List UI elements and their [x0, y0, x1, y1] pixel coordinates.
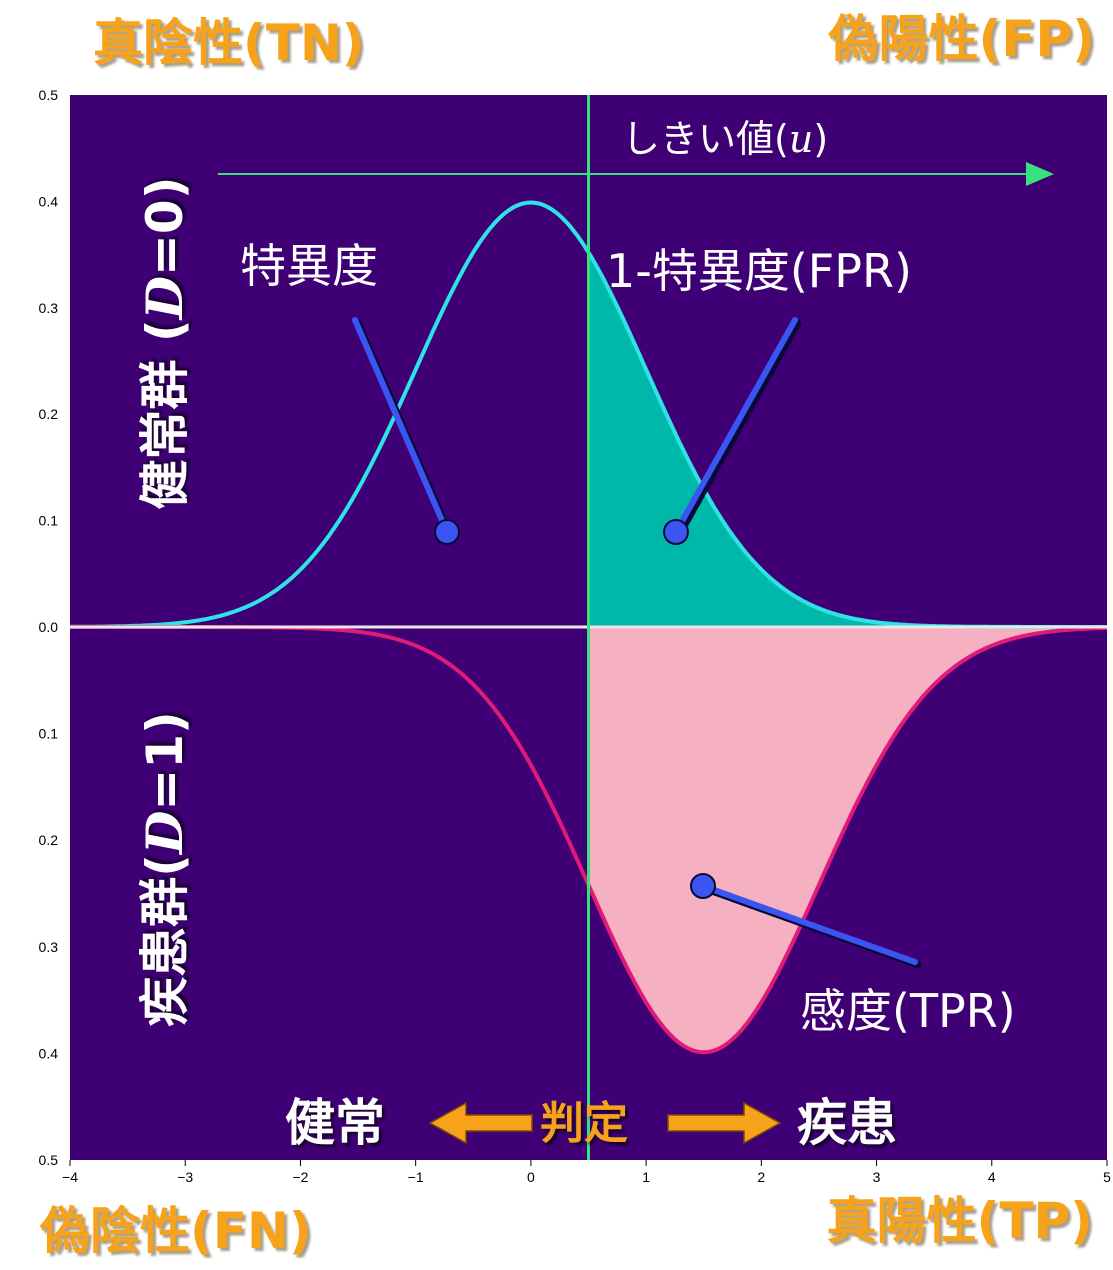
y-tick-label-upper: 0.0	[39, 619, 59, 635]
fpr-label: 1-特異度(FPR)	[606, 244, 912, 298]
corner-label-fp: 偽陽性(FP)	[828, 10, 1095, 68]
y-tick-label-lower: 0.2	[39, 832, 59, 848]
sensitivity-label: 感度(TPR)	[800, 984, 1016, 1038]
x-tick-label: −3	[177, 1169, 193, 1185]
pointer-fpr-dot	[663, 519, 689, 545]
pointer-sensitivity-line	[700, 883, 918, 965]
judge-center-label: 判定	[540, 1098, 628, 1149]
x-tick-label: 4	[988, 1169, 996, 1185]
y-tick-label-lower: 0.3	[39, 939, 59, 955]
y-tick-label-upper: 0.2	[39, 406, 59, 422]
x-tick-label: 2	[757, 1169, 765, 1185]
x-tick-label: −1	[408, 1169, 424, 1185]
corner-label-tn: 真陰性(TN)	[93, 14, 365, 72]
judge-healthy-label: 健常	[285, 1094, 385, 1152]
healthy-fpr-area	[588, 252, 1107, 627]
y-tick-label-upper: 0.5	[39, 87, 59, 103]
pointer-sensitivity-dot	[690, 873, 716, 899]
y-tick-label-lower: 0.5	[39, 1152, 59, 1168]
specificity-label: 特異度	[240, 239, 378, 293]
x-tick-label: 3	[873, 1169, 881, 1185]
pointer-fpr-line	[673, 317, 798, 535]
pointer-specificity-dot	[434, 519, 460, 545]
y-tick-label-lower: 0.4	[39, 1045, 59, 1061]
annotation-pointers	[352, 317, 922, 969]
x-tick-label: 5	[1103, 1169, 1111, 1185]
y-tick-label-lower: 0.1	[39, 726, 59, 742]
corner-label-fn: 偽陰性(FN)	[40, 1202, 312, 1260]
x-tick-label: 1	[642, 1169, 650, 1185]
judge-disease-label: 疾患	[797, 1094, 897, 1152]
x-tick-label: −4	[62, 1169, 78, 1185]
disease-tpr-area	[588, 627, 1107, 1053]
x-tick-label: −2	[292, 1169, 308, 1185]
axis-ticks: −4 −3 −2 −1 0 1 2 3 4 5 0.5 0.4 0.3 0.2 0.1 0.0 0.1 0.2 0.…	[39, 87, 1112, 1185]
threshold-label: しきい値(u)	[622, 117, 829, 161]
y-tick-label-upper: 0.3	[39, 300, 59, 316]
pointer-specificity-line	[352, 317, 450, 535]
disease-group-label: 疾患群(D=1)	[135, 711, 194, 1027]
x-tick-label: 0	[527, 1169, 535, 1185]
judge-left-arrow	[428, 1101, 533, 1145]
judge-right-arrow	[667, 1101, 782, 1145]
y-tick-label-upper: 0.1	[39, 513, 59, 529]
judgement-arrows	[428, 1101, 782, 1145]
corner-label-tp: 真陽性(TP)	[826, 1192, 1093, 1250]
y-tick-label-upper: 0.4	[39, 193, 59, 209]
healthy-group-label: 健常群 (D=0)	[135, 176, 194, 510]
